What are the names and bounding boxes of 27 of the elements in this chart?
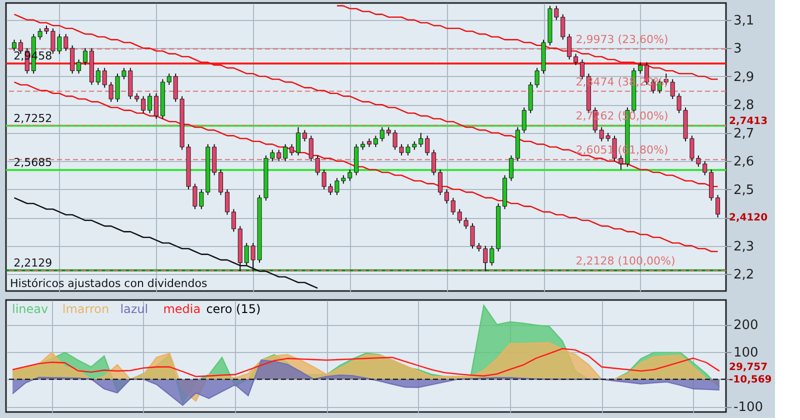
annotation: 2,9973 (23,60%) [576, 32, 668, 46]
y-tick-label: 2,3 [734, 239, 754, 254]
y-tick-label: 2,6 [734, 154, 754, 170]
annotation: 2,2128 (100,00%) [576, 254, 676, 268]
text: lmarron [62, 302, 110, 316]
text: lazul [120, 302, 148, 316]
y-tick-label: 2,9 [734, 70, 754, 85]
text: 29,757 [729, 362, 768, 374]
y-tick-label: 2,2 [734, 268, 754, 283]
text: 2,7413 [729, 116, 768, 128]
text: -10,569 [729, 374, 772, 386]
annotation: Históricos ajustados con dividendos [10, 277, 208, 290]
y-tick-label: 2,7 [734, 126, 754, 142]
text: 2,4120 [729, 212, 768, 224]
ref-line-label: 2,2129 [14, 256, 52, 270]
y-tick-label: 3,1 [734, 13, 754, 28]
ref-line-label: cero (15) [206, 302, 261, 316]
y-tick-label: -100 [734, 400, 764, 416]
text: lineav [12, 302, 48, 316]
ref-line-label: 2,7252 [14, 112, 52, 125]
text: media [163, 302, 201, 316]
y-tick-label: 2,8 [734, 98, 754, 114]
y-tick-label: 200 [734, 318, 758, 334]
y-tick-label: 3 [734, 42, 742, 57]
y-tick-label: 2,5 [734, 182, 754, 198]
y-tick-label: 100 [734, 345, 758, 360]
ref-line-label: 2,5685 [14, 156, 52, 170]
